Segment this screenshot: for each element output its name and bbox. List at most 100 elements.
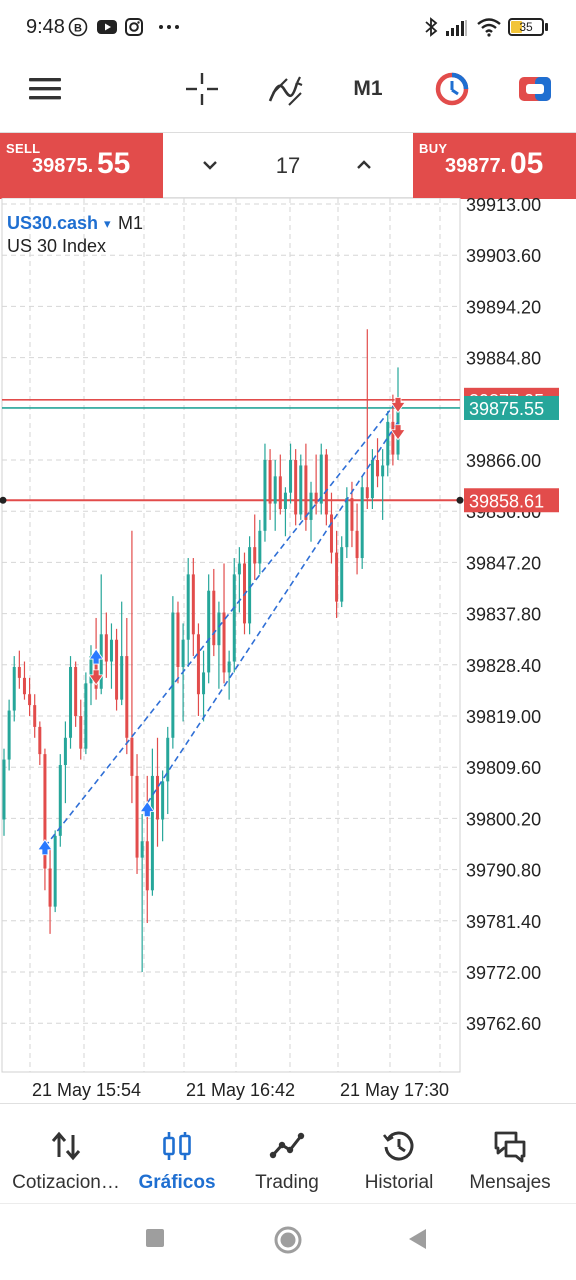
- y-tick-label: 39809.60: [466, 758, 541, 778]
- nav-label: Cotizacion…: [12, 1172, 120, 1193]
- x-tick-label: 21 May 15:54: [32, 1080, 141, 1100]
- candle-body: [212, 590, 216, 646]
- bottom-navigation: Cotizacion… Gráficos Trading: [0, 1103, 576, 1203]
- messages-chat-icon: [494, 1131, 526, 1163]
- clock-button[interactable]: [424, 56, 480, 122]
- level-price-tag-box: [464, 488, 559, 513]
- candle: [79, 699, 83, 760]
- recents-square-icon[interactable]: [144, 1226, 168, 1250]
- candle: [253, 514, 257, 580]
- volume-stepper: 17: [163, 133, 413, 199]
- candle-body: [345, 498, 349, 548]
- trade-lines: [44, 399, 399, 848]
- candle-body: [74, 666, 78, 716]
- y-tick-label: 39800.20: [466, 809, 541, 829]
- sell-arrow-icon: [390, 397, 406, 414]
- candle-body: [217, 612, 221, 646]
- indicators-button[interactable]: [258, 56, 314, 122]
- candle-body: [237, 563, 241, 575]
- candle-body: [381, 465, 385, 477]
- candle-body: [140, 841, 144, 858]
- volume-value[interactable]: 17: [275, 153, 301, 178]
- back-triangle-icon[interactable]: [404, 1226, 430, 1252]
- symbol-dropdown-icon[interactable]: ▾: [104, 217, 111, 232]
- candle-body: [263, 460, 267, 531]
- chevron-up-icon[interactable]: [349, 150, 379, 180]
- candle: [12, 656, 16, 722]
- sell-button[interactable]: SELL 39875. 55: [0, 133, 163, 199]
- candle: [156, 737, 160, 847]
- chart-canvas[interactable]: 39913.00 39903.60 39894.20 39884.80 39866.00…: [0, 195, 576, 1102]
- candle-body: [350, 498, 354, 531]
- sell-arrow-icon: [88, 669, 104, 686]
- candle-body: [115, 639, 119, 700]
- status-time: 9:48: [26, 16, 65, 38]
- nav-quotes[interactable]: Cotizacion…: [0, 1104, 132, 1204]
- candle-body: [191, 574, 195, 635]
- candle: [48, 846, 52, 934]
- candle-body: [48, 868, 52, 907]
- candle-body: [135, 775, 139, 858]
- nav-messages[interactable]: Mensajes: [456, 1104, 564, 1204]
- candle-body: [253, 547, 257, 564]
- candle: [7, 699, 11, 771]
- candle: [212, 568, 216, 657]
- y-tick-label: 39866.00: [466, 451, 541, 471]
- crosshair-icon: [186, 73, 218, 105]
- candle: [386, 410, 390, 477]
- candle: [309, 481, 313, 542]
- candle-body: [79, 716, 83, 749]
- candle-body: [196, 634, 200, 695]
- candle-body: [273, 476, 277, 504]
- candles-chart-icon: [163, 1132, 191, 1160]
- home-circle-icon[interactable]: [272, 1226, 304, 1258]
- candle: [28, 677, 32, 716]
- candle: [319, 443, 323, 515]
- symbol-info: US30.cash ▾ M1 US 30 Index: [7, 213, 143, 256]
- candle-body: [156, 775, 160, 820]
- history-clock-icon: [382, 1131, 414, 1161]
- candle: [314, 454, 318, 515]
- candle: [191, 558, 195, 657]
- candle-body: [69, 666, 73, 738]
- candle-body: [58, 765, 62, 836]
- chevron-down-icon[interactable]: [195, 150, 225, 180]
- candle: [176, 601, 180, 684]
- candle: [376, 438, 380, 488]
- nav-label: Mensajes: [469, 1172, 551, 1193]
- y-tick-label: 39884.80: [466, 349, 541, 369]
- candle-body: [150, 775, 154, 891]
- timeframe-button[interactable]: M1: [340, 56, 396, 122]
- candle-body: [166, 737, 170, 782]
- y-tick-label: 39762.60: [466, 1014, 541, 1034]
- candle-body: [386, 421, 390, 466]
- level-line-handle: [456, 496, 464, 504]
- trade-panel-button[interactable]: [506, 56, 564, 122]
- candle: [125, 617, 129, 755]
- bid-price-tag-text: 39875.55: [469, 399, 544, 419]
- timeframe-label: M1: [353, 77, 383, 100]
- crosshair-button[interactable]: [176, 56, 228, 122]
- youtube-icon: [97, 20, 117, 34]
- y-tick-label: 39903.60: [466, 246, 541, 266]
- nav-trading[interactable]: Trading: [232, 1104, 342, 1204]
- symbol-name[interactable]: US30.cash: [7, 213, 98, 233]
- candle: [99, 574, 103, 695]
- candle-body: [53, 835, 57, 907]
- candle: [104, 612, 108, 678]
- candle-body: [258, 530, 262, 564]
- signal-icon: [446, 20, 467, 36]
- candle-body: [370, 460, 374, 499]
- candle: [140, 814, 144, 972]
- y-axis: 39913.00 39903.60 39894.20 39884.80 39866.00…: [466, 195, 541, 1034]
- price-chart[interactable]: 39913.00 39903.60 39894.20 39884.80 39866.00…: [0, 195, 576, 1102]
- nav-charts[interactable]: Gráficos: [132, 1104, 222, 1204]
- nav-history[interactable]: Historial: [346, 1104, 452, 1204]
- level-line-handle: [0, 496, 7, 504]
- candle-body: [222, 612, 226, 673]
- nav-label: Historial: [364, 1172, 434, 1193]
- level-price-tag-text: 39858.61: [469, 491, 544, 511]
- buy-button[interactable]: BUY 39877. 05: [413, 133, 576, 199]
- menu-button[interactable]: [16, 56, 74, 122]
